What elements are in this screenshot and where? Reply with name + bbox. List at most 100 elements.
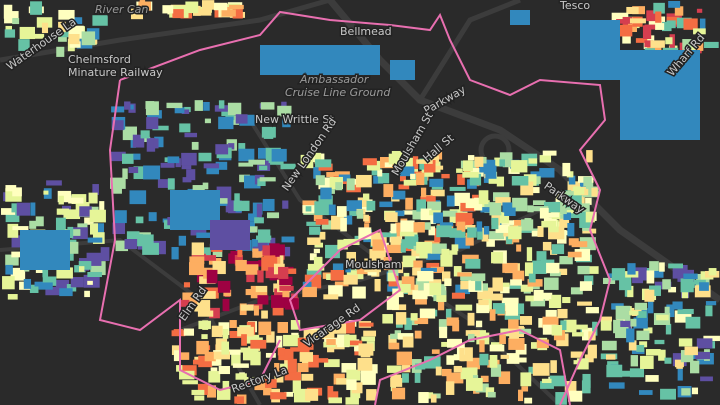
- building: [577, 265, 590, 275]
- building: [492, 303, 505, 314]
- building: [218, 100, 225, 109]
- building: [377, 169, 383, 177]
- building: [400, 243, 406, 253]
- building: [191, 253, 206, 259]
- building: [454, 236, 470, 249]
- building: [115, 240, 129, 252]
- building: [639, 341, 648, 348]
- building: [162, 5, 174, 14]
- building: [237, 247, 243, 258]
- building: [488, 231, 505, 240]
- building: [55, 279, 70, 291]
- building: [423, 222, 431, 230]
- building: [420, 208, 432, 221]
- building: [694, 285, 711, 298]
- building: [337, 239, 348, 250]
- building: [682, 39, 692, 51]
- building: [313, 256, 323, 271]
- building: [390, 236, 402, 247]
- building: [446, 338, 462, 348]
- building: [84, 290, 90, 298]
- building: [556, 210, 570, 219]
- building: [644, 24, 657, 30]
- building: [315, 159, 332, 168]
- building: [278, 348, 292, 361]
- building: [360, 371, 376, 385]
- building: [245, 264, 259, 275]
- building: [546, 262, 560, 274]
- building: [704, 41, 719, 48]
- building: [361, 336, 376, 342]
- building: [257, 147, 270, 159]
- building: [584, 275, 594, 285]
- building: [358, 227, 372, 240]
- building: [334, 285, 342, 295]
- building: [99, 201, 105, 212]
- building: [68, 33, 80, 45]
- building: [453, 365, 463, 373]
- building: [345, 397, 359, 405]
- building: [196, 232, 212, 238]
- building: [372, 239, 385, 251]
- building: [56, 267, 73, 279]
- building: [132, 134, 145, 148]
- building: [257, 229, 271, 243]
- building: [432, 165, 444, 170]
- building: [173, 350, 180, 362]
- building: [407, 320, 418, 326]
- building: [218, 116, 234, 130]
- building: [390, 60, 415, 80]
- building: [430, 214, 436, 225]
- building: [391, 261, 404, 274]
- building: [560, 200, 567, 215]
- building: [362, 158, 377, 166]
- building: [179, 123, 191, 133]
- building: [110, 177, 126, 189]
- building: [521, 386, 529, 392]
- building: [615, 305, 631, 320]
- building: [374, 279, 381, 292]
- building: [23, 278, 32, 289]
- building: [38, 282, 53, 290]
- building: [130, 8, 144, 20]
- building: [46, 180, 62, 186]
- building: [545, 309, 557, 321]
- building: [43, 190, 49, 195]
- building: [429, 178, 444, 187]
- building: [58, 9, 75, 20]
- building: [485, 165, 497, 179]
- building: [336, 206, 347, 217]
- building: [394, 330, 402, 336]
- building: [29, 284, 39, 293]
- building: [412, 267, 422, 276]
- building: [371, 168, 382, 176]
- building: [528, 273, 536, 283]
- building: [254, 217, 264, 224]
- building: [4, 29, 16, 38]
- building: [545, 212, 560, 218]
- building: [282, 288, 290, 298]
- building: [680, 278, 694, 293]
- building: [430, 266, 444, 273]
- building: [524, 218, 532, 228]
- building: [445, 381, 455, 395]
- building: [359, 322, 374, 327]
- building: [7, 294, 18, 300]
- building: [627, 263, 636, 275]
- building: [639, 390, 653, 395]
- building: [383, 184, 394, 198]
- building: [585, 211, 595, 223]
- building: [496, 176, 505, 187]
- building: [384, 162, 393, 168]
- building: [326, 339, 336, 345]
- building: [309, 226, 321, 235]
- building: [419, 252, 428, 259]
- building: [160, 162, 175, 168]
- building: [364, 223, 370, 230]
- building: [416, 199, 427, 212]
- building: [500, 354, 510, 359]
- building: [68, 197, 84, 204]
- building: [690, 43, 698, 51]
- building: [395, 312, 407, 325]
